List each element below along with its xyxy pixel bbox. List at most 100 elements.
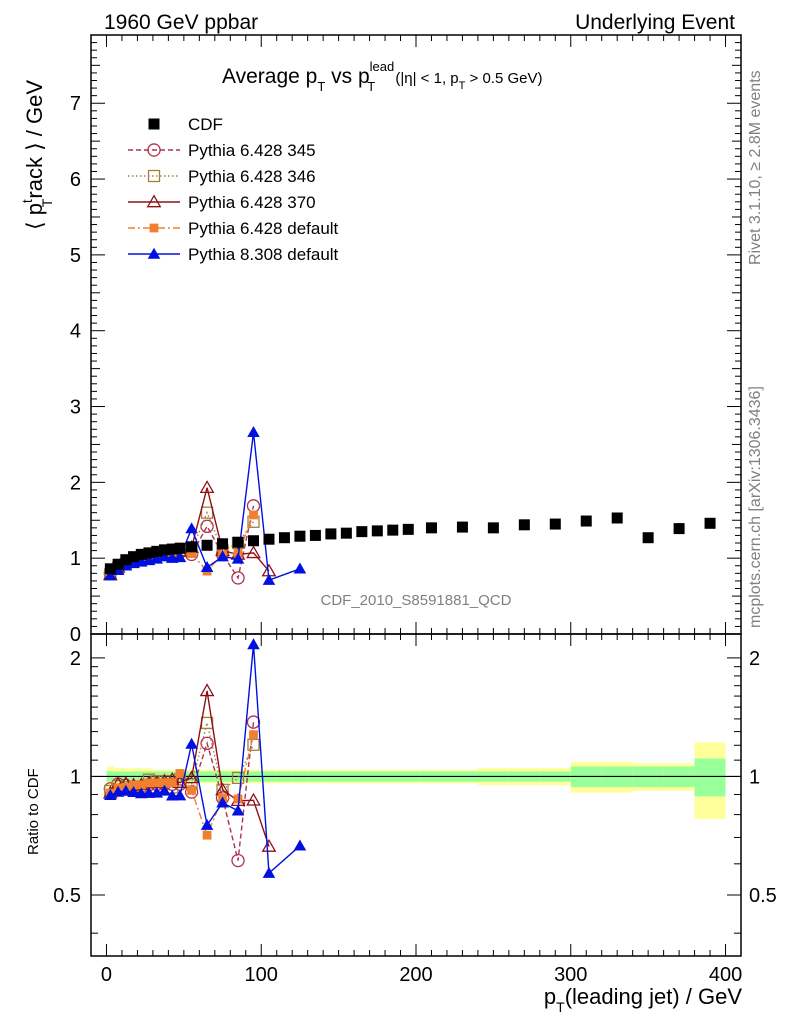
p6def-ratio-point: [129, 780, 138, 790]
cdf-point: [325, 528, 337, 540]
cdf-point: [402, 523, 414, 535]
cdf-point: [232, 536, 244, 548]
p8-point: [247, 426, 260, 438]
cdf-point: [143, 547, 155, 559]
p6def-ratio-point: [160, 778, 169, 788]
cdf-point: [201, 539, 213, 551]
p8-ratio-point: [104, 789, 117, 801]
y-tick-label: 3: [70, 397, 81, 419]
cdf-point: [278, 532, 290, 544]
cdf-point: [217, 538, 229, 550]
p6def-ratio-point: [144, 778, 154, 788]
y-tick-label: 0: [70, 624, 81, 646]
cdf-point: [263, 533, 275, 545]
cdf-uncertainty-bands: [91, 742, 741, 819]
p8-point: [173, 551, 187, 563]
legend-marker-p346: [147, 169, 161, 183]
p8-point: [293, 562, 307, 574]
p6def-ratio-point: [187, 785, 196, 795]
cdf-point: [248, 535, 259, 547]
p6def-ratio-point: [202, 830, 212, 840]
p8-point: [185, 522, 198, 534]
p8-ratio-point: [173, 789, 187, 801]
cdf-point: [456, 521, 468, 533]
y-tick-label: 2: [70, 472, 81, 494]
p8-ratio-point: [119, 784, 133, 796]
p346-ratio-line: [109, 722, 255, 792]
p8-point: [200, 561, 214, 572]
p6def-point: [187, 549, 196, 559]
cdf-point: [425, 522, 437, 534]
header-right: Underlying Event: [575, 11, 735, 34]
cdf-point: [166, 543, 178, 555]
p345-ratio-point: [246, 715, 261, 729]
cdf-point: [487, 522, 499, 534]
x-tick-label: 400: [709, 964, 742, 986]
p6def-ratio-point: [167, 778, 177, 788]
y-tick-label: 6: [70, 169, 81, 191]
header-left: 1960 GeV ppbar: [104, 11, 258, 34]
p8-ratio-point: [158, 784, 171, 796]
cdf-point: [112, 558, 124, 570]
p6def-ratio-point: [152, 778, 162, 788]
cdf-point: [186, 541, 198, 553]
rivet-label: Rivet 3.1.10, ≥ 2.8M events: [747, 70, 764, 265]
legend-marker-cdf: [148, 118, 160, 130]
cdf-point: [294, 530, 306, 542]
x-tick-label: 100: [245, 964, 278, 986]
cdf-point: [309, 529, 321, 541]
ratio-y-tick-label: 1: [70, 766, 81, 788]
p8-point: [158, 550, 171, 562]
p8-point: [104, 569, 117, 581]
legend-label-p8: Pythia 8.308 default: [188, 245, 339, 264]
cdf-point: [549, 518, 561, 530]
p370-ratio-point: [246, 792, 261, 806]
p6def-ratio-point: [249, 730, 258, 740]
p345-ratio-point: [200, 736, 214, 751]
p346-ratio-point: [247, 738, 260, 751]
ratio-y-tick-label: 2: [70, 648, 81, 670]
p345-ratio-point: [231, 853, 245, 868]
y-tick-label: 5: [70, 245, 81, 267]
x-tick-label: 200: [399, 964, 432, 986]
cdf-point: [518, 519, 530, 531]
ratio-plot-frame: [90, 633, 742, 957]
analysis-watermark: CDF_2010_S8591881_QCD: [321, 592, 512, 609]
p6def-point: [249, 510, 258, 520]
p370-point: [246, 545, 261, 559]
p8-ratio-point: [262, 866, 276, 878]
legend-label-p345: Pythia 6.428 345: [188, 141, 316, 160]
p370-ratio-point: [261, 838, 277, 852]
p345-point: [231, 571, 245, 585]
legend-label-p346: Pythia 6.428 346: [188, 167, 316, 186]
p370-point: [199, 480, 215, 494]
legend: CDF Pythia 6.428 345 Pythia 6.428 346 Pythi…: [128, 115, 339, 264]
axes: 0 100 200 300 400 0 1 2 3 4 5 6 7 0.5 0.5 1 1 2 2: [53, 34, 777, 986]
y-tick-label: 7: [70, 93, 81, 115]
p8-point: [231, 552, 245, 564]
chart-title: Average pT vs plead T (|η| < 1, pT > 0.5 …: [222, 59, 542, 94]
mcplots-label: mcplots.cern.ch [arXiv:1306.3436]: [747, 386, 764, 628]
cdf-point: [704, 517, 716, 529]
cdf-point: [642, 532, 654, 544]
p345-ratio-point: [184, 785, 199, 799]
p8-ratio-point: [293, 839, 307, 851]
cdf-point: [387, 524, 399, 536]
p8-point: [216, 550, 229, 562]
p6def-ratio-point: [136, 780, 146, 790]
y-axis-label: ⟨ pt Track ⟩ / GeV: [19, 80, 55, 230]
p8-ratio-point: [231, 804, 245, 816]
legend-label-cdf: CDF: [188, 115, 223, 134]
main-plot-area: [102, 426, 716, 585]
legend-marker-p6def: [149, 223, 159, 233]
cdf-point: [135, 548, 147, 560]
band-inner-bin: [694, 758, 726, 797]
legend-label-p370: Pythia 6.428 370: [188, 193, 316, 212]
ratio-y-tick-label: 0.5: [53, 885, 81, 907]
x-tick-label: 300: [554, 964, 587, 986]
cdf-point: [580, 515, 592, 527]
p6def-ratio-point: [175, 769, 185, 778]
ratio-plot-area: [102, 638, 307, 878]
x-tick-label: 0: [101, 964, 112, 986]
